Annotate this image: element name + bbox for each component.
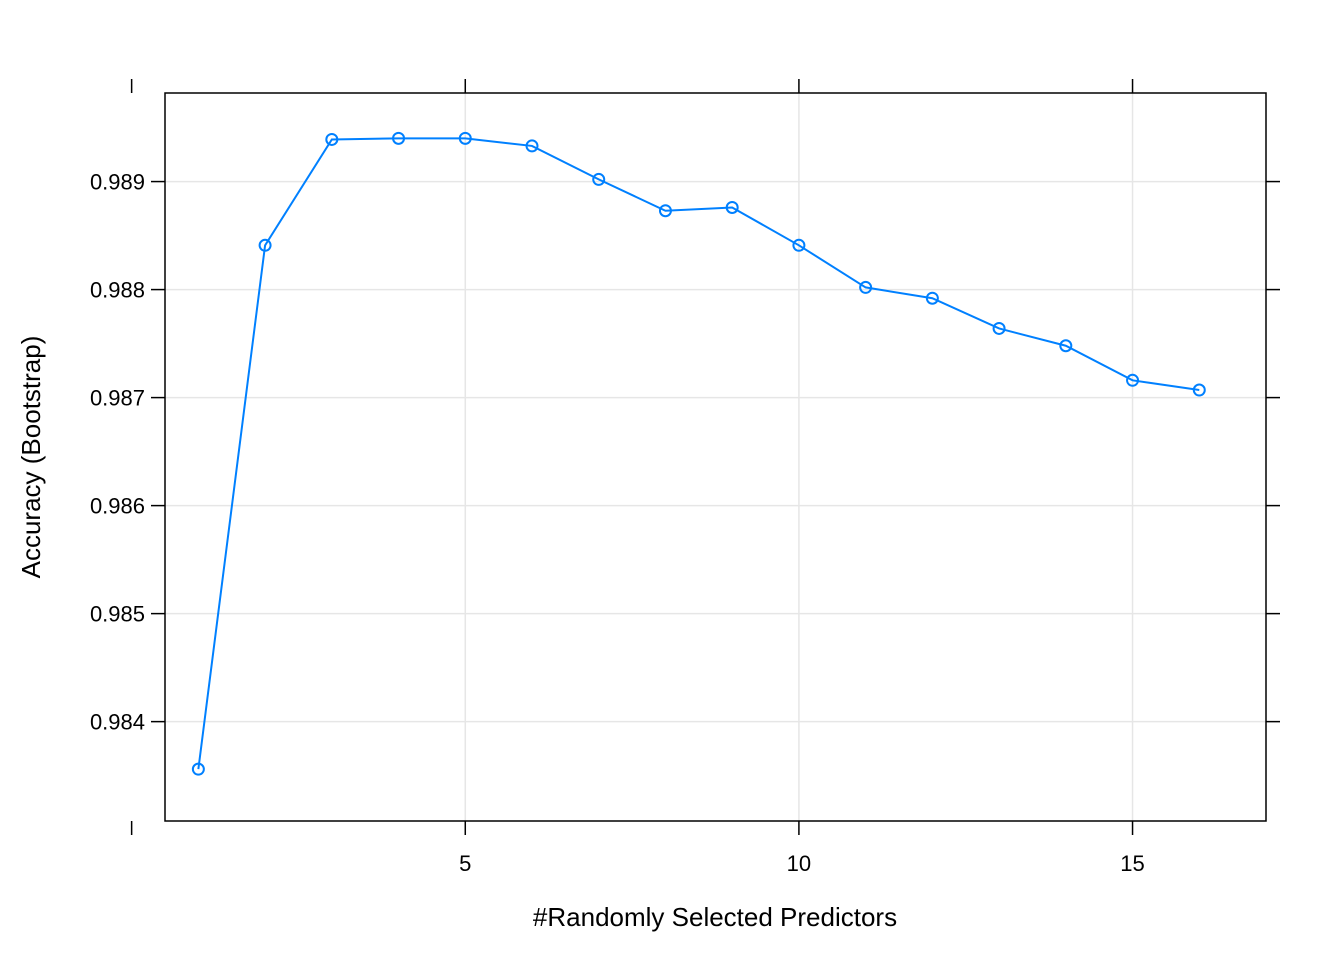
data-point — [1126, 373, 1140, 387]
y-tick-label: 0.989 — [90, 170, 145, 195]
x-tick-label: 5 — [459, 851, 471, 876]
data-point — [859, 280, 873, 294]
grid-lines — [165, 93, 1266, 821]
y-tick-label: 0.985 — [90, 602, 145, 627]
tick-labels: 5 10 15 0.984 0.985 0.986 0.987 0.988 0.989 — [90, 170, 1145, 876]
data-point — [992, 321, 1006, 335]
y-tick-label: 0.987 — [90, 386, 145, 411]
data-point — [792, 238, 806, 252]
data-point — [392, 131, 406, 145]
data-point — [725, 200, 739, 214]
series-line — [197, 137, 1200, 770]
data-point — [325, 132, 339, 146]
y-tick-label: 0.984 — [90, 710, 145, 735]
axis-ticks — [130, 79, 1280, 835]
y-tick-label: 0.986 — [90, 494, 145, 519]
data-point — [258, 238, 272, 252]
y-tick-label: 0.988 — [90, 278, 145, 303]
x-axis-title: #Randomly Selected Predictors — [533, 902, 897, 932]
data-point — [1192, 383, 1206, 397]
y-axis-title: Accuracy (Bootstrap) — [16, 336, 46, 579]
data-point — [191, 762, 205, 776]
series-layer — [191, 131, 1206, 776]
x-tick-label: 15 — [1120, 851, 1144, 876]
data-point — [925, 291, 939, 305]
data-point — [658, 204, 672, 218]
data-point — [458, 131, 472, 145]
data-point — [592, 172, 606, 186]
plot-frame — [164, 92, 1267, 822]
data-point — [1059, 339, 1073, 353]
data-point — [525, 139, 539, 153]
x-tick-label: 10 — [787, 851, 811, 876]
